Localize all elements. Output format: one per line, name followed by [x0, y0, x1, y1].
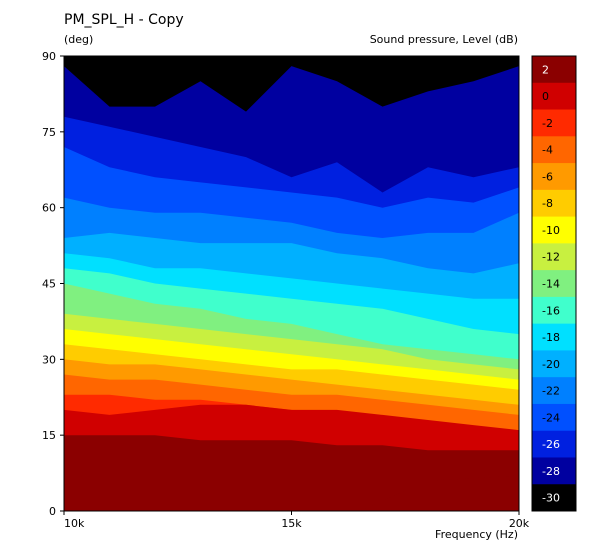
- colorbar-label: Sound pressure, Level (dB): [369, 33, 518, 46]
- colorbar-swatch: [532, 243, 576, 271]
- colorbar-swatch: [532, 163, 576, 191]
- colorbar-level-label: -30: [542, 492, 560, 505]
- colorbar: 2 0 -2 -4 -6 -8 -10 -12 -14 -16 -18 -20 -22 -24 -26 -28…: [531, 55, 577, 512]
- y-tick-label: 30: [42, 353, 56, 366]
- contour-plot-area: [64, 56, 519, 511]
- x-axis-label: Frequency (Hz): [435, 528, 518, 541]
- colorbar-level-label: -24: [542, 411, 560, 424]
- colorbar-swatch: [532, 82, 576, 111]
- colorbar-swatch: [532, 377, 576, 405]
- chart-title: PM_SPL_H - Copy: [64, 12, 184, 28]
- colorbar-swatch: [532, 430, 576, 458]
- colorbar-level-label: -14: [542, 278, 560, 291]
- colorbar-level-label: -20: [542, 358, 560, 371]
- colorbar-level-label: -16: [542, 304, 560, 317]
- colorbar-level-label: -12: [542, 251, 560, 264]
- x-tick-label: 10k: [64, 517, 85, 530]
- colorbar-swatch: [532, 270, 576, 298]
- colorbar-level-label: -2: [542, 117, 553, 130]
- y-tick-label: 45: [42, 278, 56, 291]
- colorbar-swatch: [532, 296, 576, 325]
- colorbar-swatch: [532, 109, 576, 137]
- colorbar-level-label: -4: [542, 144, 553, 157]
- colorbar-swatch: [532, 56, 576, 84]
- hotspot-band: [359, 475, 519, 511]
- colorbar-level-label: -6: [542, 170, 553, 183]
- x-axis-ticks: 10k 15k 20k: [63, 511, 530, 530]
- colorbar-level-label: -26: [542, 438, 560, 451]
- colorbar-swatch: [532, 457, 576, 485]
- colorbar-frame: [531, 55, 577, 512]
- colorbar-swatch: [532, 323, 576, 351]
- colorbar-level-label: -22: [542, 385, 560, 398]
- x-tick-label: 20k: [509, 517, 530, 530]
- colorbar-level-label: -18: [542, 331, 560, 344]
- y-axis-ticks: 0 15 30 45 60 75 90: [42, 50, 64, 518]
- colorbar-level-label: 0: [542, 90, 549, 103]
- colorbar-swatch: [532, 136, 576, 164]
- colorbar-level-label: -28: [542, 465, 560, 478]
- colorbar-swatch: [532, 484, 576, 512]
- y-tick-label: 75: [42, 126, 56, 139]
- y-tick-label: 15: [42, 429, 56, 442]
- y-tick-label: 0: [49, 505, 56, 518]
- colorbar-swatch: [532, 189, 576, 218]
- colorbar-swatch: [532, 350, 576, 378]
- colorbar-level-label: -8: [542, 197, 553, 210]
- colorbar-swatch: [532, 403, 576, 432]
- colorbar-level-label: -10: [542, 224, 560, 237]
- colorbar-level-label: 2: [542, 63, 549, 76]
- colorbar-swatch: [532, 216, 576, 244]
- y-tick-label: 60: [42, 202, 56, 215]
- x-tick-label: 15k: [281, 517, 302, 530]
- y-tick-label: 90: [42, 50, 56, 63]
- y-axis-label: (deg): [64, 33, 94, 46]
